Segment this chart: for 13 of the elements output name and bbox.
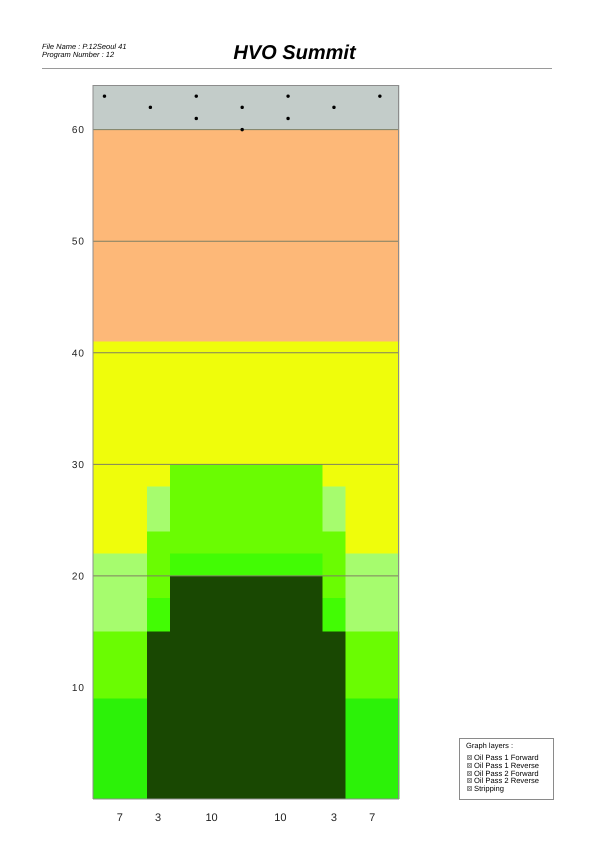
x-tick-label: 10 [274, 812, 287, 824]
x-tick-label: 10 [205, 812, 218, 824]
y-tick-label: 10 [72, 682, 85, 694]
y-tick-label: 50 [72, 236, 85, 248]
x-tick-label: 3 [330, 812, 338, 824]
x-tick-label: 7 [369, 812, 376, 824]
y-tick-label: 20 [72, 571, 85, 582]
y-tick-label: 60 [72, 125, 85, 136]
x-tick-label: 3 [154, 812, 162, 824]
y-tick-label: 30 [72, 460, 85, 471]
chart-title: HVO Summit [233, 42, 356, 64]
y-tick-label: 40 [72, 348, 85, 360]
x-tick-label: 7 [116, 812, 123, 824]
